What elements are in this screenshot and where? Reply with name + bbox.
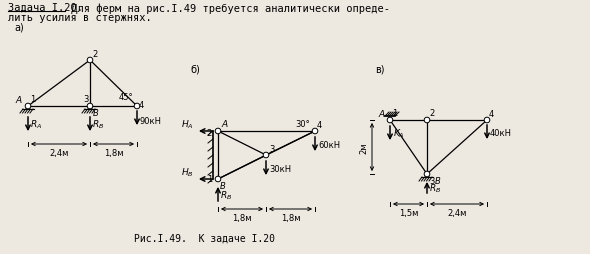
Text: A: A (16, 96, 22, 105)
Text: Для ферм на рис.I.49 требуется аналитически опреде-: Для ферм на рис.I.49 требуется аналитиче… (65, 3, 390, 13)
Text: 30кН: 30кН (269, 165, 291, 174)
Circle shape (25, 104, 31, 109)
Text: $K_A$: $K_A$ (393, 127, 405, 140)
Circle shape (215, 129, 221, 134)
Text: 4: 4 (139, 101, 144, 110)
Text: $R_B$: $R_B$ (429, 182, 441, 195)
Text: б): б) (190, 65, 200, 75)
Text: 3: 3 (269, 145, 274, 153)
Text: 4: 4 (317, 121, 322, 130)
Circle shape (87, 58, 93, 64)
Text: 60кН: 60кН (318, 141, 340, 150)
Text: 1,8м: 1,8м (281, 213, 300, 222)
Text: 3: 3 (84, 95, 89, 104)
Text: $R_A$: $R_A$ (30, 118, 42, 131)
Text: $R_B$: $R_B$ (92, 118, 104, 131)
Text: 2,4м: 2,4м (447, 208, 467, 217)
Text: 2,4м: 2,4м (50, 148, 68, 157)
Circle shape (424, 118, 430, 123)
Text: 45°: 45° (119, 93, 133, 102)
Text: 90кН: 90кН (140, 116, 162, 125)
Circle shape (387, 118, 393, 123)
Circle shape (263, 153, 269, 158)
Text: B: B (435, 176, 441, 185)
Text: A: A (221, 120, 227, 129)
Text: 30°: 30° (295, 120, 310, 129)
Circle shape (134, 104, 140, 109)
Text: Задача I.20.: Задача I.20. (8, 3, 83, 13)
Text: Рис.I.49.  К задаче I.20: Рис.I.49. К задаче I.20 (135, 233, 276, 243)
Text: A: A (379, 109, 385, 119)
Text: 1: 1 (392, 108, 397, 118)
Text: а): а) (14, 23, 24, 33)
Text: 1,8м: 1,8м (232, 213, 252, 222)
Text: 2м: 2м (359, 142, 368, 153)
Text: B: B (93, 108, 99, 118)
Text: 2: 2 (206, 128, 212, 137)
Text: 2: 2 (429, 108, 434, 118)
Text: 1,5м: 1,5м (399, 208, 418, 217)
Text: 40кН: 40кН (490, 129, 512, 138)
Text: 1: 1 (30, 95, 35, 104)
Circle shape (424, 171, 430, 177)
Text: B: B (220, 181, 226, 190)
Text: 3: 3 (429, 176, 434, 185)
Text: $R_B$: $R_B$ (220, 189, 232, 201)
Text: лить усилия в стержнях.: лить усилия в стержнях. (8, 13, 152, 23)
Text: $H_A$: $H_A$ (181, 118, 194, 131)
Text: 1,8м: 1,8м (104, 148, 123, 157)
Circle shape (312, 129, 318, 134)
Text: в): в) (375, 65, 385, 75)
Circle shape (484, 118, 490, 123)
Text: 2: 2 (92, 50, 97, 59)
Circle shape (87, 104, 93, 109)
Text: 4: 4 (489, 109, 494, 119)
Text: $H_B$: $H_B$ (181, 166, 194, 178)
Circle shape (215, 177, 221, 182)
Text: 1: 1 (206, 174, 212, 183)
